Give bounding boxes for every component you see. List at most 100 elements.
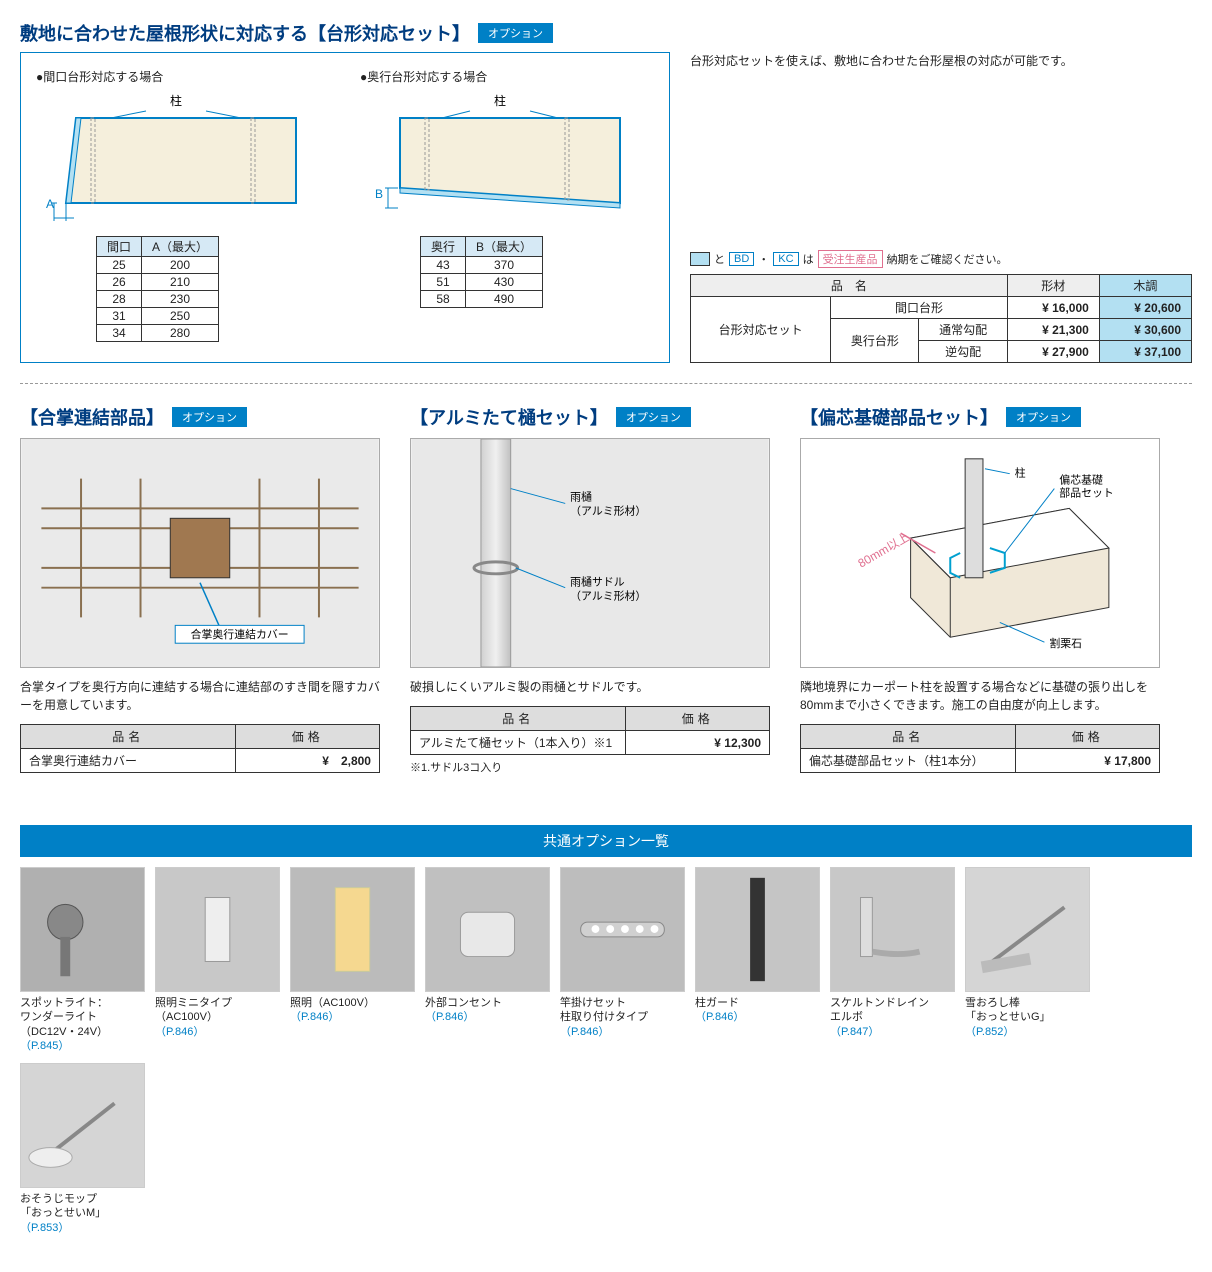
diagram-sub-a: ●間口台形対応する場合	[36, 68, 330, 85]
thumb-item: 柱ガード（P.846）	[695, 867, 820, 1053]
table-cell: 58	[421, 291, 466, 308]
it0-name: 合掌奥行連結カバー	[21, 749, 236, 773]
pt-r2-p1: ¥ 27,900	[1007, 341, 1099, 363]
table-cell: 51	[421, 274, 466, 291]
top-title-row: 敷地に合わせた屋根形状に対応する【台形対応セット】 オプション	[20, 20, 1192, 46]
page-ref: （P.847）	[830, 1025, 955, 1039]
it0-price: ¥ 2,800	[236, 749, 380, 773]
page-ref: （P.846）	[560, 1025, 685, 1039]
pt-r2-sub: 逆勾配	[919, 341, 1007, 363]
thumb-item: スポットライト：ワンダーライト（DC12V・24V）（P.845）	[20, 867, 145, 1053]
table-cell: 43	[421, 257, 466, 274]
mid-col-2: 【偏芯基礎部品セット】 オプション 80mm以上 柱	[800, 404, 1160, 775]
thumb-item: 竿掛けセット柱取り付けタイプ（P.846）	[560, 867, 685, 1053]
table-row: 43370	[421, 257, 543, 274]
thumb-label: 竿掛けセット柱取り付けタイプ（P.846）	[560, 996, 685, 1039]
right-desc: 台形対応セットを使えば、敷地に合わせた台形屋根の対応が可能です。	[690, 52, 1192, 70]
thumb-image	[290, 867, 415, 992]
table-cell: 430	[466, 274, 543, 291]
thumb-image	[560, 867, 685, 992]
pt-r0-p2: ¥ 20,600	[1099, 297, 1191, 319]
table-cell: 230	[142, 291, 219, 308]
swatch-blue	[690, 252, 710, 266]
pt-r1-sub: 通常勾配	[919, 319, 1007, 341]
option-badge-0: オプション	[172, 407, 247, 427]
page-ref: （P.846）	[425, 1010, 550, 1024]
trapezoid-a-svg: 柱 A	[36, 93, 316, 223]
footnote-1: ※1.サドル3コ入り	[410, 759, 770, 775]
pt-h0: 品 名	[691, 275, 1008, 297]
option-badge: オプション	[478, 23, 553, 43]
tb-h0: 奥行	[421, 237, 466, 257]
svg-text:偏芯基礎: 偏芯基礎	[1059, 473, 1103, 487]
illus-0: 合掌奥行連結カバー	[20, 438, 380, 668]
table-row: 51430	[421, 274, 543, 291]
svg-text:部品セット: 部品セット	[1059, 485, 1113, 499]
thumb-image	[425, 867, 550, 992]
thumb-row: スポットライト：ワンダーライト（DC12V・24V）（P.845）照明ミニタイプ…	[20, 867, 1192, 1235]
mid-title-2-text: 【偏芯基礎部品セット】	[800, 404, 998, 430]
common-title: 共通オプション一覧	[20, 825, 1192, 857]
svg-text:B: B	[375, 187, 383, 201]
it1-name: アルミたて樋セット（1本入り）※1	[411, 731, 626, 755]
legend-sep: ・	[758, 251, 769, 267]
thumb-label: スケルトンドレインエルボ（P.847）	[830, 996, 955, 1039]
table-cell: 370	[466, 257, 543, 274]
thumb-image	[20, 867, 145, 992]
pt-row-0: 台形対応セット 間口台形 ¥ 16,000 ¥ 20,600	[691, 297, 1192, 319]
table-row: 34280	[97, 325, 219, 342]
mid-title-1: 【アルミたて樋セット】 オプション	[410, 404, 770, 430]
page-ref: （P.846）	[290, 1010, 415, 1024]
thumb-label: スポットライト：ワンダーライト（DC12V・24V）（P.845）	[20, 996, 145, 1053]
thumb-image	[965, 867, 1090, 992]
mid-title-1-text: 【アルミたて樋セット】	[410, 404, 608, 430]
svg-text:（アルミ形材）: （アルミ形材）	[570, 503, 646, 517]
top-title: 敷地に合わせた屋根形状に対応する【台形対応セット】	[20, 20, 470, 46]
order-badge: 受注生産品	[818, 250, 883, 268]
thumb-image	[20, 1063, 145, 1188]
tb-h1: B（最大）	[466, 237, 543, 257]
svg-text:A: A	[46, 197, 54, 211]
desc-2: 隣地境界にカーポート柱を設置する場合などに基礎の張り出しを80mmまで小さくでき…	[800, 678, 1160, 714]
desc-1: 破損しにくいアルミ製の雨樋とサドルです。	[410, 678, 770, 696]
svg-text:80mm以上: 80mm以上	[856, 530, 912, 571]
table-row: 25200	[97, 257, 219, 274]
thumb-label: 外部コンセント（P.846）	[425, 996, 550, 1025]
pt-r1-p1: ¥ 21,300	[1007, 319, 1099, 341]
table-cell: 490	[466, 291, 543, 308]
table-cell: 210	[142, 274, 219, 291]
desc-0: 合掌タイプを奥行方向に連結する場合に連結部のすき間を隠すカバーを用意しています。	[20, 678, 380, 714]
trapezoid-b-svg: 柱 B	[360, 93, 640, 223]
table-cell: 34	[97, 325, 142, 342]
separator	[20, 383, 1192, 384]
thumb-item: 照明ミニタイプ（AC100V）（P.846）	[155, 867, 280, 1053]
diagram-col-b: ●奥行台形対応する場合 柱 B	[360, 68, 654, 342]
pillar-label-b: 柱	[494, 93, 506, 108]
page-ref: （P.846）	[695, 1010, 820, 1024]
it2-name: 偏芯基礎部品セット（柱1本分）	[801, 749, 1016, 773]
pt-r0-name: 間口台形	[831, 297, 1007, 319]
page-ref: （P.852）	[965, 1025, 1090, 1039]
legend-is: は	[803, 251, 814, 267]
svg-text:柱: 柱	[1015, 466, 1026, 480]
thumb-label: 雪おろし棒「おっとせいG」（P.852）	[965, 996, 1090, 1039]
option-badge-2: オプション	[1006, 407, 1081, 427]
legend-and: と	[714, 251, 725, 267]
table-cell: 200	[142, 257, 219, 274]
it2-price: ¥ 17,800	[1016, 749, 1160, 773]
pt-group: 台形対応セット	[691, 297, 831, 363]
it1-price: ¥ 12,300	[626, 731, 770, 755]
item-table-0: 品名 価格 合掌奥行連結カバー ¥ 2,800	[20, 724, 380, 773]
page-ref: （P.846）	[155, 1025, 280, 1039]
thumb-item: 雪おろし棒「おっとせいG」（P.852）	[965, 867, 1090, 1053]
svg-text:雨樋: 雨樋	[570, 489, 592, 503]
top-area: ●間口台形対応する場合 柱 A	[20, 52, 1192, 363]
code-bd: BD	[729, 252, 754, 266]
thumb-image	[830, 867, 955, 992]
svg-text:雨樋サドル: 雨樋サドル	[570, 575, 625, 589]
table-cell: 31	[97, 308, 142, 325]
pt-h1: 形材	[1007, 275, 1099, 297]
table-cell: 28	[97, 291, 142, 308]
mid-title-0-text: 【合掌連結部品】	[20, 404, 164, 430]
table-cell: 280	[142, 325, 219, 342]
